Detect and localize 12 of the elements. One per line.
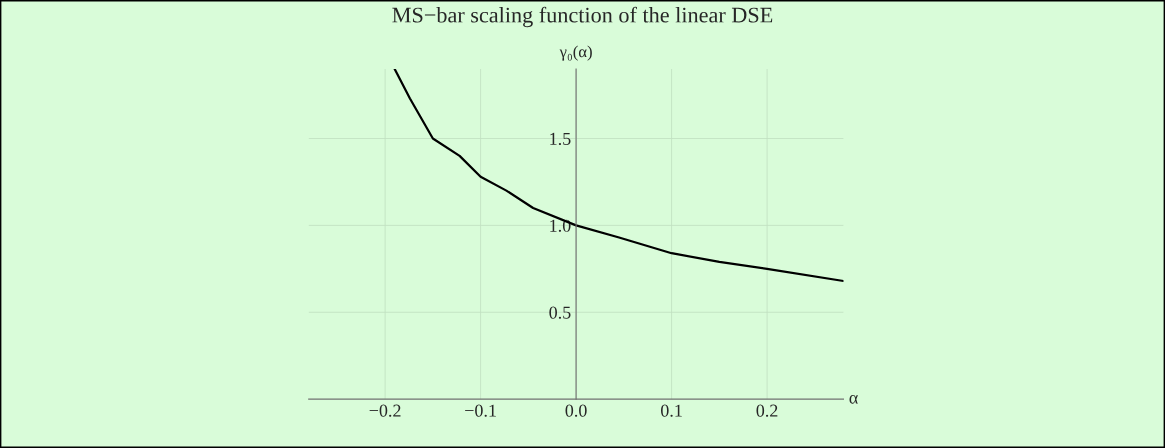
x-axis-title: α <box>849 394 858 404</box>
x-tick-label: 0.2 <box>756 404 778 417</box>
y-tick-label: 0.5 <box>549 306 571 319</box>
y-tick-label: 1.5 <box>550 132 571 146</box>
x-tick-label: 0.1 <box>660 404 682 417</box>
line-series <box>393 68 844 283</box>
y-axis-title: γ₀(α) <box>559 45 592 61</box>
x-tick-label: −0.1 <box>465 404 496 417</box>
x-tick-label: −0.2 <box>369 404 401 417</box>
chart-title: MS−bar scaling function of the linear DSE <box>392 6 773 28</box>
x-tick-label: 0.0 <box>565 404 587 417</box>
y-tick-label: 1.0 <box>550 219 571 232</box>
